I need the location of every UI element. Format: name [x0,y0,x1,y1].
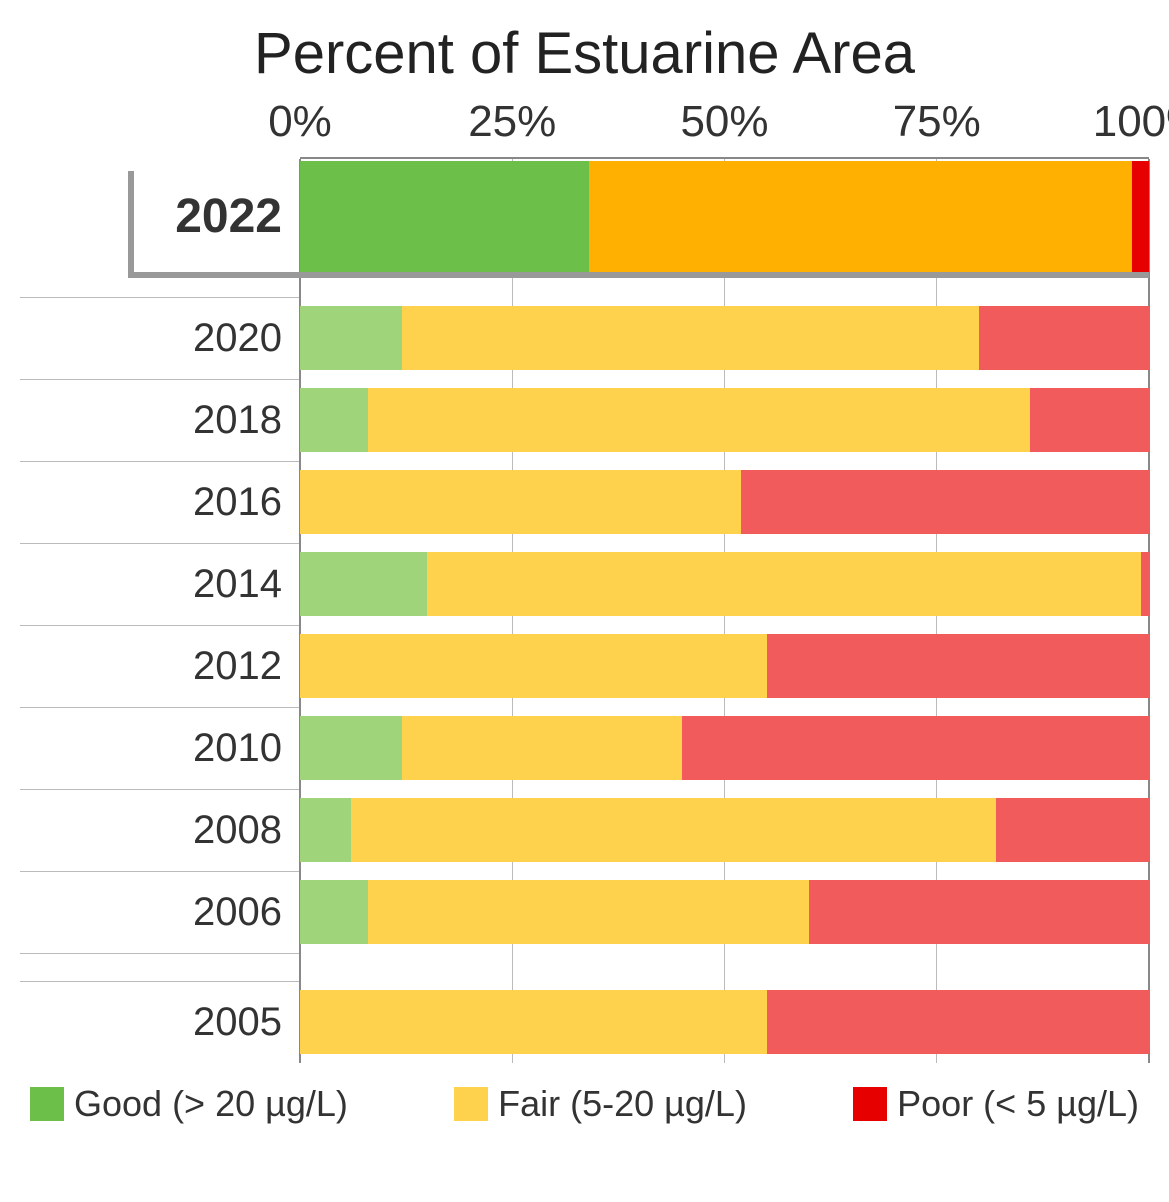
bar-segment-good [300,161,589,273]
year-label: 2018 [20,379,300,461]
legend-label: Fair (5-20 µg/L) [498,1083,747,1125]
stacked-bar [300,990,1149,1054]
data-row: 2020 [20,297,1149,379]
year-label: 2010 [20,707,300,789]
bar-segment-poor [1030,388,1149,452]
stacked-bar [300,552,1149,616]
legend-item-good: Good (> 20 µg/L) [30,1083,348,1125]
year-label: 2022 [20,157,300,275]
data-row: 2016 [20,461,1149,543]
year-label: 2014 [20,543,300,625]
bar-cell [300,789,1149,871]
bar-segment-good [300,716,402,780]
x-axis-labels: 0%25%50%75%100% [300,97,1149,157]
year-label: 2006 [20,871,300,953]
bar-cell [300,543,1149,625]
stacked-bar [300,798,1149,862]
bar-segment-fair [589,161,1132,273]
bar-segment-fair [300,470,741,534]
plot-rows: 2022 20202018201620142012201020082006 2005 [20,157,1149,1063]
bar-cell [300,871,1149,953]
data-row: 2014 [20,543,1149,625]
bar-segment-fair [300,990,767,1054]
pre-2005-gap [20,953,1149,981]
gridlines [300,953,1149,981]
gridlines [300,275,1149,297]
post-highlight-spacer [20,275,1149,297]
bar-segment-poor [767,990,1149,1054]
bar-segment-good [300,306,402,370]
bar-cell [300,461,1149,543]
bar-segment-fair [368,880,809,944]
stacked-bar [300,716,1149,780]
legend-label: Poor (< 5 µg/L) [897,1083,1139,1125]
bar-segment-poor [1141,552,1149,616]
data-row: 2005 [20,981,1149,1063]
bar-cell [300,379,1149,461]
bar-segment-good [300,552,427,616]
bar-segment-poor [767,634,1149,698]
legend-swatch-good [30,1087,64,1121]
data-row: 2010 [20,707,1149,789]
legend-swatch-fair [454,1087,488,1121]
x-axis-tick-label: 100% [1093,97,1169,147]
bar-segment-fair [427,552,1140,616]
stacked-bar [300,880,1149,944]
bar-cell [300,157,1149,275]
bar-segment-fair [402,306,979,370]
bar-segment-poor [996,798,1149,862]
bar-segment-good [300,880,368,944]
data-row: 2018 [20,379,1149,461]
chart-title: Percent of Estuarine Area [20,20,1149,87]
year-label: 2008 [20,789,300,871]
bar-segment-poor [1132,161,1149,273]
bar-segment-fair [351,798,996,862]
legend-label: Good (> 20 µg/L) [74,1083,348,1125]
bar-cell [300,297,1149,379]
bar-cell [300,707,1149,789]
bar-segment-good [300,798,351,862]
chart-container: Percent of Estuarine Area 0%25%50%75%100… [20,20,1149,1125]
x-axis-tick-label: 25% [468,97,556,147]
legend-swatch-poor [853,1087,887,1121]
bar-segment-poor [741,470,1149,534]
data-row: 2008 [20,789,1149,871]
x-axis: 0%25%50%75%100% [20,97,1149,157]
bar-cell [300,981,1149,1063]
bar-segment-fair [402,716,682,780]
x-axis-tick-label: 0% [268,97,332,147]
x-axis-tick-label: 75% [893,97,981,147]
data-row: 2012 [20,625,1149,707]
bar-segment-poor [682,716,1149,780]
legend-item-poor: Poor (< 5 µg/L) [853,1083,1139,1125]
data-row: 2006 [20,871,1149,953]
bar-segment-good [300,388,368,452]
year-label: 2012 [20,625,300,707]
stacked-bar [300,634,1149,698]
bar-segment-poor [809,880,1149,944]
year-label: 2016 [20,461,300,543]
stacked-bar [300,388,1149,452]
stacked-bar [300,306,1149,370]
bar-segment-fair [368,388,1030,452]
year-label: 2005 [20,981,300,1063]
x-axis-tick-label: 50% [680,97,768,147]
data-row: 2022 [20,157,1149,275]
year-label: 2020 [20,297,300,379]
legend: Good (> 20 µg/L) Fair (5-20 µg/L) Poor (< … [20,1083,1149,1125]
bar-cell [300,625,1149,707]
stacked-bar [300,470,1149,534]
stacked-bar [300,161,1149,273]
bar-segment-fair [300,634,767,698]
bar-segment-poor [979,306,1149,370]
legend-item-fair: Fair (5-20 µg/L) [454,1083,747,1125]
